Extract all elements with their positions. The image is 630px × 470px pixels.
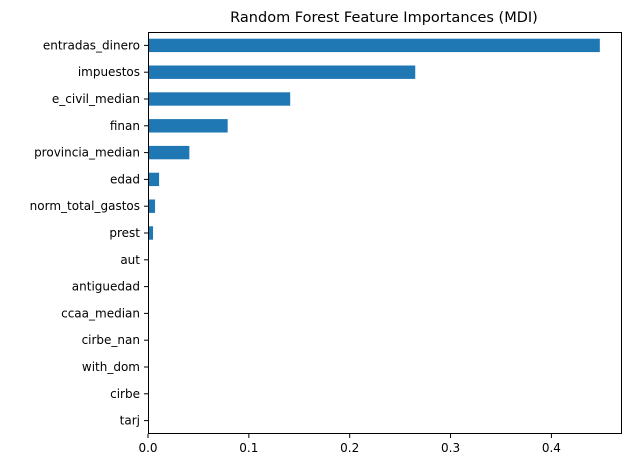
y-tick-label: edad <box>110 172 140 186</box>
y-tick-label: norm_total_gastos <box>30 199 140 213</box>
y-tick-label: antiguedad <box>72 280 140 294</box>
y-tick-label: with_dom <box>82 360 140 374</box>
bar-norm_total_gastos <box>148 199 156 213</box>
x-tick-label: 0.0 <box>138 441 157 455</box>
y-tick-label: ccaa_median <box>61 306 140 320</box>
bar-provincia_median <box>148 145 190 160</box>
plot-frame <box>148 32 622 434</box>
y-tick-label: prest <box>109 226 140 240</box>
x-tick-label: 0.4 <box>542 441 561 455</box>
y-tick-label: provincia_median <box>34 146 140 160</box>
bar-impuestos <box>148 65 416 79</box>
y-tick-label: cirbe <box>110 387 140 401</box>
x-axis-ticks: 0.0 0.1 0.2 0.3 0.4 <box>138 434 561 455</box>
y-tick-label: impuestos <box>78 65 140 79</box>
bar-e_civil_median <box>148 92 291 106</box>
x-tick-label: 0.3 <box>441 441 460 455</box>
y-tick-label: finan <box>110 119 140 133</box>
bar-prest <box>148 226 154 240</box>
y-tick-label: tarj <box>120 414 140 428</box>
bar-edad <box>148 172 160 187</box>
x-tick-label: 0.1 <box>239 441 258 455</box>
x-tick-label: 0.2 <box>340 441 359 455</box>
chart-title: Random Forest Feature Importances (MDI) <box>230 10 538 26</box>
bars-group <box>148 38 600 428</box>
y-axis-ticks: entradas_dinero impuestos e_civil_medianfi… <box>30 38 148 428</box>
bar-finan <box>148 119 228 133</box>
y-tick-label: entradas_dinero <box>43 38 140 52</box>
y-tick-label: aut <box>120 253 140 267</box>
y-tick-label: cirbe_nan <box>82 333 140 347</box>
y-tick-label: e_civil_median <box>52 92 140 106</box>
bar-entradas_dinero <box>148 38 600 53</box>
